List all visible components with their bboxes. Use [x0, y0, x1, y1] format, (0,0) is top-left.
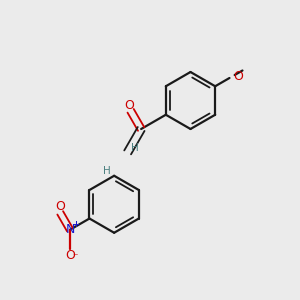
Text: ⁻: ⁻	[73, 252, 78, 262]
Text: O: O	[55, 200, 65, 213]
Text: O: O	[233, 70, 243, 83]
Text: O: O	[124, 99, 134, 112]
Text: H: H	[103, 166, 110, 176]
Text: N: N	[65, 223, 75, 236]
Text: O: O	[65, 249, 75, 262]
Text: H: H	[131, 143, 139, 153]
Text: +: +	[72, 220, 79, 229]
